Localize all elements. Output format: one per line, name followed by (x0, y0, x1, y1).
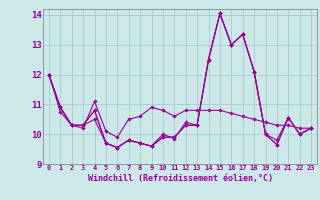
X-axis label: Windchill (Refroidissement éolien,°C): Windchill (Refroidissement éolien,°C) (87, 174, 273, 183)
